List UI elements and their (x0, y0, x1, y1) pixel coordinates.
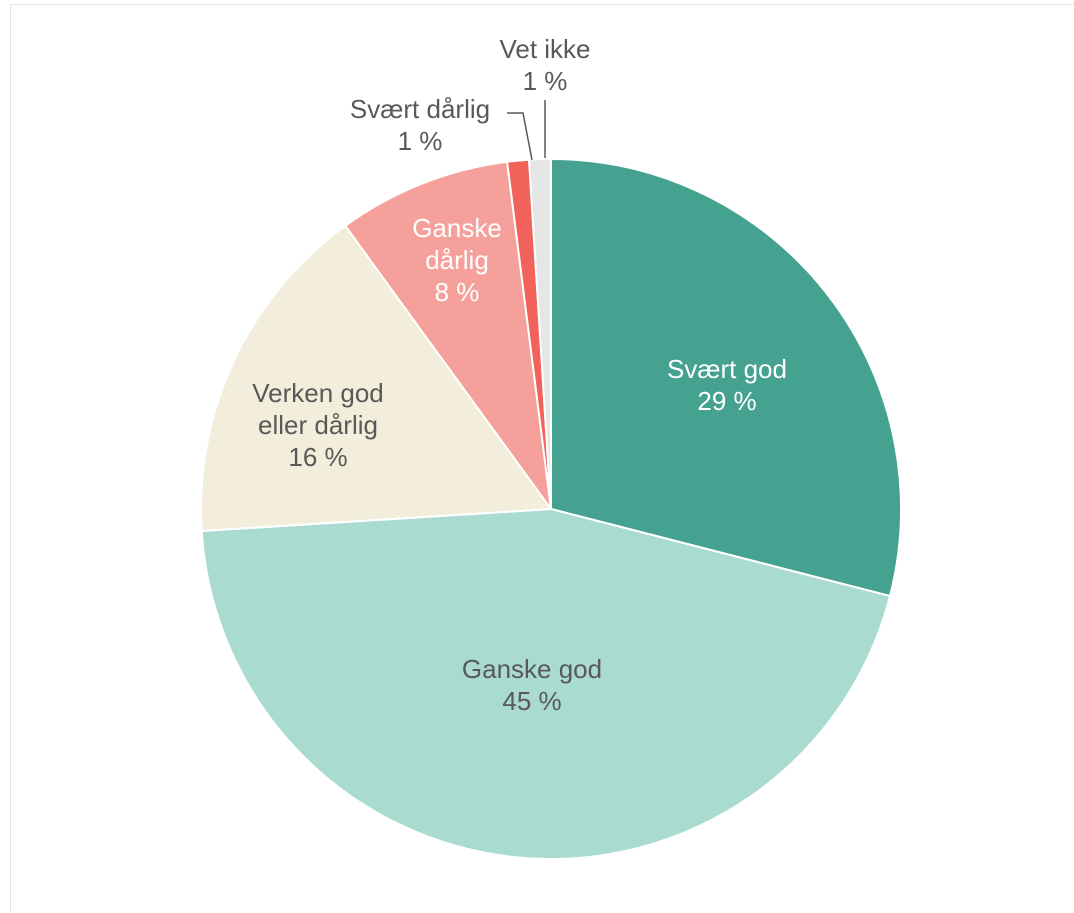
slice-label: Ganske god 45 % (462, 653, 602, 717)
chart-frame (10, 4, 1074, 913)
value-label: 1 % (522, 66, 568, 96)
slice-label: Svært dårlig 1 % (350, 93, 490, 157)
category-label: Vet ikke (499, 34, 591, 64)
category-label: Verken god eller dårlig (252, 378, 384, 440)
leader-line (507, 112, 533, 161)
slice-label: Vet ikke 1 % (499, 33, 590, 97)
pie-slice (343, 160, 552, 510)
value-label: 29 % (697, 386, 757, 416)
category-label: Ganske god (461, 654, 603, 684)
category-label: Svært god (667, 354, 787, 384)
value-label: 1 % (397, 126, 443, 156)
category-label: Svært dårlig (349, 94, 491, 124)
value-label: 8 % (434, 277, 480, 307)
value-label: 16 % (288, 442, 348, 472)
slice-label: Verken god eller dårlig 16 % (233, 377, 403, 473)
slice-label: Svært god 29 % (667, 353, 787, 417)
value-label: 45 % (502, 686, 562, 716)
pie-slice (550, 157, 902, 598)
pie-slice (527, 157, 552, 510)
pie-slice (200, 224, 553, 533)
category-label: Ganske dårlig (412, 213, 502, 275)
slice-label: Ganske dårlig 8 % (397, 212, 517, 308)
pie-slice (200, 507, 892, 860)
